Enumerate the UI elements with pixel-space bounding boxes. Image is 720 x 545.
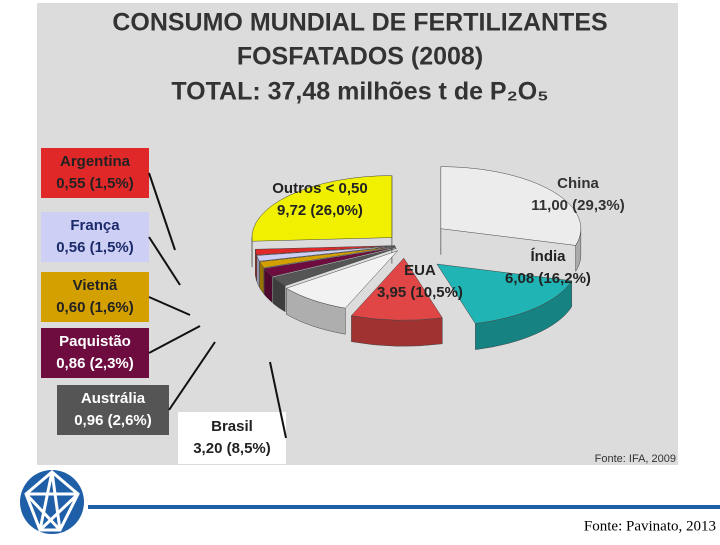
- footer-source: Fonte: Pavinato, 2013: [584, 518, 716, 534]
- slice-value-label: 6,08 (16,2%): [505, 270, 591, 287]
- slice-category: Paquistão: [59, 333, 131, 350]
- chart-subtitle: TOTAL: 37,48 milhões t de P₂O₅: [171, 78, 548, 106]
- slice-value-label: 0,56 (1,5%): [56, 239, 134, 256]
- slice-value-label: 0,55 (1,5%): [56, 175, 134, 192]
- slice-category: Argentina: [60, 153, 131, 170]
- slice-category: Vietnã: [73, 277, 118, 294]
- slice-value-label: 3,20 (8,5%): [193, 440, 271, 457]
- slice-value-label: 11,00 (29,3%): [531, 197, 624, 214]
- chart-source: Fonte: IFA, 2009: [595, 453, 676, 465]
- slice-category: Brasil: [211, 418, 253, 435]
- slice-category: Outros < 0,50: [272, 180, 367, 197]
- slice-category: Austrália: [81, 390, 146, 407]
- slice-category: EUA: [404, 262, 436, 279]
- logo: [20, 470, 84, 534]
- chart-title: CONSUMO MUNDIAL DE FERTILIZANTES: [112, 9, 607, 37]
- slice-value-label: 3,95 (10,5%): [377, 284, 463, 301]
- slice-category: China: [557, 175, 599, 192]
- chart-title: FOSFATADOS (2008): [237, 43, 483, 71]
- slice-category: França: [70, 217, 120, 234]
- slice-category: Índia: [530, 248, 566, 265]
- slice-value-label: 9,72 (26,0%): [277, 202, 363, 219]
- slice-value-label: 0,86 (2,3%): [56, 355, 134, 372]
- slice-value-label: 0,60 (1,6%): [56, 299, 134, 316]
- slice-value-label: 0,96 (2,6%): [74, 412, 152, 429]
